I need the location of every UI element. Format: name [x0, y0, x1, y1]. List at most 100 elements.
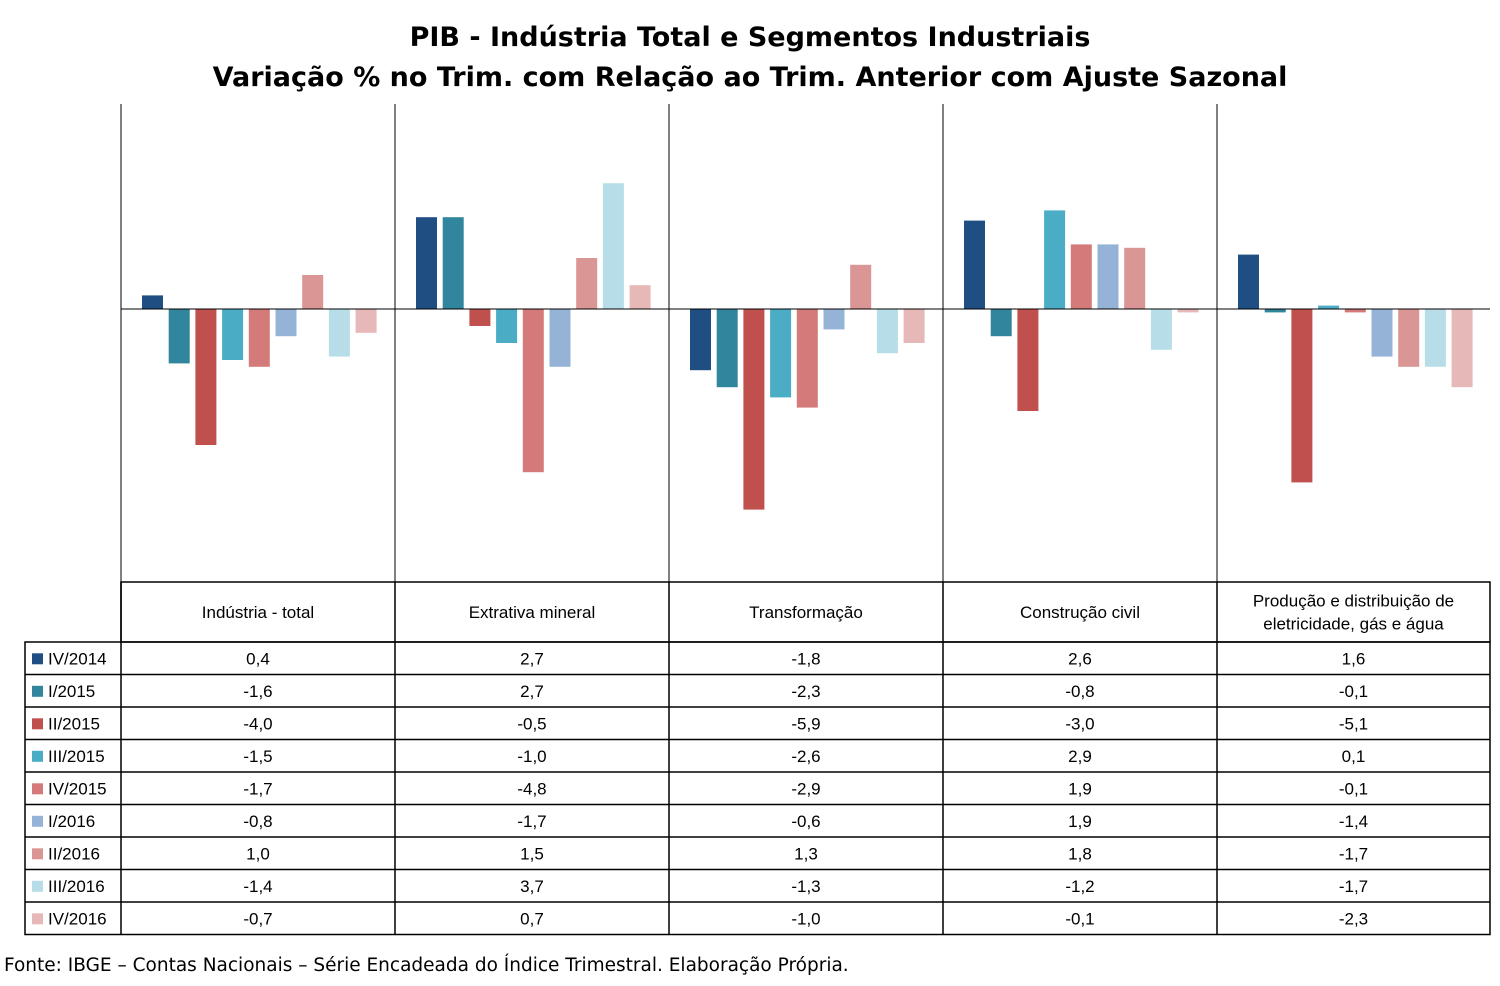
value-i-2016-extrativa-mineral: -1,7 [517, 812, 546, 831]
category-label-construcao-civil: Construção civil [1020, 603, 1140, 622]
value-iii-2015-producao-e-distribuicao-de-eletricidade-gas-e-agua: 0,1 [1342, 747, 1366, 766]
value-ii-2016-transformacao: 1,3 [794, 844, 818, 863]
value-iv-2015-industria-total: -1,7 [243, 779, 272, 798]
value-iii-2015-construcao-civil: 2,9 [1068, 747, 1092, 766]
value-i-2016-industria-total: -0,8 [243, 812, 272, 831]
value-iv-2014-construcao-civil: 2,6 [1068, 649, 1092, 668]
value-i-2016-producao-e-distribuicao-de-eletricidade-gas-e-agua: -1,4 [1339, 812, 1368, 831]
bar-iv-2014-extrativa-mineral [416, 217, 437, 309]
value-iv-2015-extrativa-mineral: -4,8 [517, 779, 546, 798]
value-iv-2014-industria-total: 0,4 [246, 649, 270, 668]
value-iv-2014-producao-e-distribuicao-de-eletricidade-gas-e-agua: 1,6 [1342, 649, 1366, 668]
value-iii-2016-construcao-civil: -1,2 [1065, 877, 1094, 896]
value-iii-2016-industria-total: -1,4 [243, 877, 272, 896]
bar-i-2015-construcao-civil [990, 309, 1012, 337]
bar-i-2016-producao-e-distribuicao-de-eletricidade-gas-e-agua [1371, 309, 1393, 357]
series-label-iii-2015: III/2015 [48, 747, 105, 766]
series-label-iii-2016: III/2016 [48, 877, 105, 896]
bar-iv-2014-construcao-civil [964, 220, 985, 309]
source-footnote: Fonte: IBGE – Contas Nacionais – Série E… [4, 955, 849, 976]
category-label-extrativa-mineral: Extrativa mineral [469, 603, 596, 622]
bar-iv-2015-construcao-civil [1070, 244, 1092, 309]
chart-title: PIB - Indústria Total e Segmentos Indust… [0, 18, 1500, 98]
bar-ii-2015-construcao-civil [1017, 309, 1039, 411]
value-iii-2015-industria-total: -1,5 [243, 747, 272, 766]
bar-i-2016-industria-total [275, 309, 297, 337]
series-label-iv-2015: IV/2015 [48, 779, 107, 798]
table-body-border [24, 641, 1491, 936]
bar-iv-2015-industria-total [248, 309, 270, 367]
value-ii-2015-producao-e-distribuicao-de-eletricidade-gas-e-agua: -5,1 [1339, 714, 1368, 733]
title-line-1: PIB - Indústria Total e Segmentos Indust… [409, 22, 1091, 53]
value-iv-2015-construcao-civil: 1,9 [1068, 779, 1092, 798]
value-i-2015-industria-total: -1,6 [243, 682, 272, 701]
value-iii-2016-producao-e-distribuicao-de-eletricidade-gas-e-agua: -1,7 [1339, 877, 1368, 896]
bar-iii-2015-construcao-civil [1044, 210, 1066, 309]
bar-ii-2016-transformacao [850, 264, 872, 309]
bar-iv-2016-extrativa-mineral [629, 285, 651, 309]
bar-iii-2015-producao-e-distribuicao-de-eletricidade-gas-e-agua [1318, 305, 1340, 309]
bar-iv-2015-producao-e-distribuicao-de-eletricidade-gas-e-agua [1344, 309, 1366, 313]
category-label-industria-total: Indústria - total [202, 603, 314, 622]
value-iv-2016-extrativa-mineral: 0,7 [520, 909, 544, 928]
value-iv-2016-construcao-civil: -0,1 [1065, 909, 1094, 928]
legend-key-i-2016 [32, 815, 43, 827]
bar-iii-2015-transformacao [770, 309, 792, 398]
value-ii-2015-construcao-civil: -3,0 [1065, 714, 1094, 733]
series-label-ii-2016: II/2016 [48, 844, 100, 863]
title-line-2: Variação % no Trim. com Relação ao Trim.… [212, 62, 1288, 93]
bar-ii-2015-extrativa-mineral [469, 309, 491, 326]
bar-ii-2016-construcao-civil [1124, 247, 1146, 309]
series-label-ii-2015: II/2015 [48, 714, 100, 733]
bar-i-2015-transformacao [716, 309, 738, 388]
value-iv-2015-transformacao: -2,9 [791, 779, 820, 798]
value-iv-2014-transformacao: -1,8 [791, 649, 820, 668]
value-i-2016-construcao-civil: 1,9 [1068, 812, 1092, 831]
bar-iv-2016-construcao-civil [1177, 309, 1199, 313]
data-table: Indústria - total Extrativa mineral Transf… [24, 581, 1491, 936]
value-i-2015-producao-e-distribuicao-de-eletricidade-gas-e-agua: -0,1 [1339, 682, 1368, 701]
value-iii-2016-extrativa-mineral: 3,7 [520, 877, 544, 896]
value-ii-2016-industria-total: 1,0 [246, 844, 270, 863]
bar-ii-2016-industria-total [302, 275, 324, 309]
bar-iv-2016-producao-e-distribuicao-de-eletricidade-gas-e-agua [1451, 309, 1473, 388]
category-label-producao-e-distribuicao-de-eletricidade-gas-e-agua: Produção e distribuição de eletricidade, … [1253, 592, 1454, 634]
value-ii-2015-transformacao: -5,9 [791, 714, 820, 733]
value-ii-2015-industria-total: -4,0 [243, 714, 272, 733]
value-iv-2016-transformacao: -1,0 [791, 909, 820, 928]
bar-ii-2016-extrativa-mineral [576, 258, 598, 309]
series-label-iv-2016: IV/2016 [48, 909, 107, 928]
bar-i-2016-construcao-civil [1097, 244, 1119, 309]
value-ii-2016-producao-e-distribuicao-de-eletricidade-gas-e-agua: -1,7 [1339, 844, 1368, 863]
bar-ii-2015-transformacao [743, 309, 765, 510]
bar-iii-2016-extrativa-mineral [602, 183, 624, 309]
legend-key-iv-2014 [32, 653, 43, 665]
bar-iv-2016-industria-total [355, 309, 377, 333]
value-i-2015-construcao-civil: -0,8 [1065, 682, 1094, 701]
bar-iv-2016-transformacao [903, 309, 925, 343]
legend-key-iv-2015 [32, 783, 43, 795]
series-label-iv-2014: IV/2014 [48, 649, 107, 668]
value-iv-2016-industria-total: -0,7 [243, 909, 272, 928]
series-label-i-2016: I/2016 [48, 812, 95, 831]
bar-i-2015-producao-e-distribuicao-de-eletricidade-gas-e-agua [1264, 309, 1286, 313]
bar-iii-2016-construcao-civil [1150, 309, 1172, 350]
category-label-transformacao: Transformação [749, 603, 863, 622]
bar-iv-2014-industria-total [142, 295, 163, 309]
bar-ii-2015-producao-e-distribuicao-de-eletricidade-gas-e-agua [1291, 309, 1313, 483]
value-i-2016-transformacao: -0,6 [791, 812, 820, 831]
value-i-2015-transformacao: -2,3 [791, 682, 820, 701]
bar-iii-2016-industria-total [328, 309, 350, 357]
bar-i-2015-extrativa-mineral [442, 217, 464, 309]
bar-iv-2014-transformacao [690, 309, 711, 371]
bar-i-2016-transformacao [823, 309, 845, 330]
value-ii-2016-extrativa-mineral: 1,5 [520, 844, 544, 863]
bar-i-2016-extrativa-mineral [549, 309, 571, 367]
legend-key-iii-2015 [32, 750, 43, 762]
bar-iv-2015-extrativa-mineral [522, 309, 544, 473]
value-iii-2016-transformacao: -1,3 [791, 877, 820, 896]
value-iv-2014-extrativa-mineral: 2,7 [520, 649, 544, 668]
value-iii-2015-extrativa-mineral: -1,0 [517, 747, 546, 766]
bar-iv-2014-producao-e-distribuicao-de-eletricidade-gas-e-agua [1238, 254, 1259, 309]
